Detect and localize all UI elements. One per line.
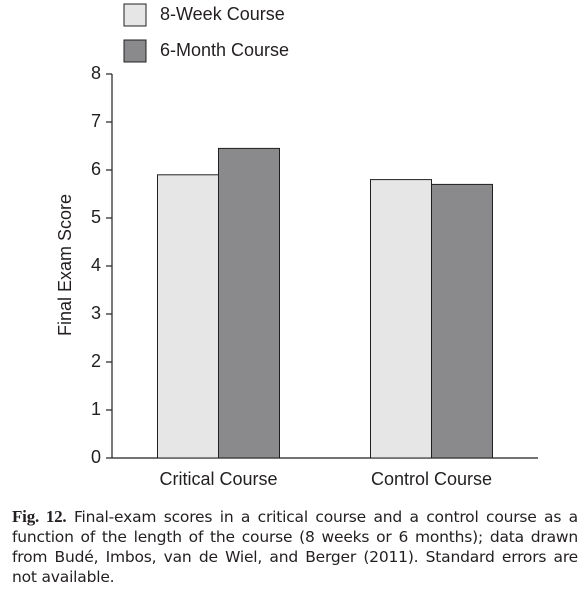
bar <box>157 174 219 459</box>
bar <box>431 183 493 459</box>
y-tick-label: 4 <box>91 255 101 275</box>
y-tick-label: 7 <box>91 111 101 131</box>
y-tick-label: 8 <box>91 63 101 83</box>
y-tick-label: 2 <box>91 351 101 371</box>
caption-text: Final-exam scores in a critical course a… <box>12 508 578 586</box>
caption: Fig. 12. Final-exam scores in a critical… <box>12 507 578 587</box>
bar <box>370 179 432 459</box>
x-tick-label: Critical Course <box>159 469 277 489</box>
legend-label: 6-Month Course <box>160 40 289 60</box>
y-tick-label: 3 <box>91 303 101 323</box>
x-tick-label: Control Course <box>371 469 492 489</box>
y-tick-label: 0 <box>91 447 101 467</box>
y-tick-label: 6 <box>91 159 101 179</box>
chart: Final Exam Score 0 1 2 3 4 5 6 7 8 Critical Cours… <box>55 3 538 489</box>
legend-swatch <box>123 3 147 27</box>
y-tick-label: 5 <box>91 207 101 227</box>
legend-label: 8-Week Course <box>160 4 285 24</box>
y-axis-label: Final Exam Score <box>55 194 75 336</box>
legend-swatch <box>123 39 147 63</box>
y-tick-label: 1 <box>91 399 101 419</box>
bar <box>218 147 280 459</box>
caption-label: Fig. 12. <box>12 507 67 526</box>
